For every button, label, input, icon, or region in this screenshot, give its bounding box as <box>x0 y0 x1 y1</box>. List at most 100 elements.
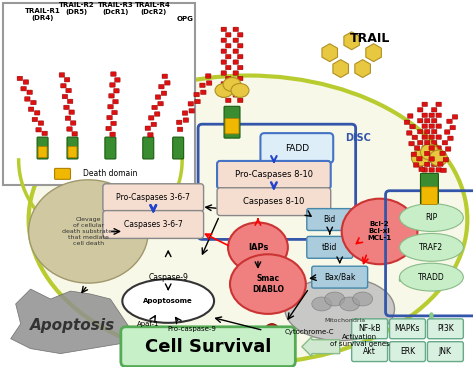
FancyBboxPatch shape <box>431 108 437 112</box>
Polygon shape <box>400 267 455 291</box>
FancyBboxPatch shape <box>424 130 430 134</box>
Text: Bax/Bak: Bax/Bak <box>324 273 356 281</box>
FancyBboxPatch shape <box>445 130 450 134</box>
Ellipse shape <box>231 83 249 97</box>
Ellipse shape <box>230 254 306 314</box>
FancyBboxPatch shape <box>66 88 72 93</box>
FancyBboxPatch shape <box>225 119 239 134</box>
FancyBboxPatch shape <box>226 76 231 81</box>
FancyBboxPatch shape <box>422 168 428 172</box>
FancyBboxPatch shape <box>447 136 453 141</box>
FancyBboxPatch shape <box>68 146 77 157</box>
FancyBboxPatch shape <box>27 90 32 95</box>
FancyBboxPatch shape <box>307 236 353 258</box>
Text: IAPs: IAPs <box>248 243 268 252</box>
FancyBboxPatch shape <box>182 111 188 115</box>
FancyBboxPatch shape <box>226 98 231 103</box>
Ellipse shape <box>223 77 241 91</box>
Text: DISC: DISC <box>345 133 371 143</box>
FancyBboxPatch shape <box>112 110 117 115</box>
Text: Caspase-9: Caspase-9 <box>148 273 188 281</box>
FancyBboxPatch shape <box>352 319 388 339</box>
FancyBboxPatch shape <box>67 137 78 159</box>
Text: tBid: tBid <box>322 243 337 252</box>
FancyBboxPatch shape <box>221 82 227 86</box>
FancyBboxPatch shape <box>237 65 243 70</box>
Ellipse shape <box>215 83 233 97</box>
FancyBboxPatch shape <box>431 151 437 156</box>
FancyBboxPatch shape <box>431 140 437 145</box>
Ellipse shape <box>28 180 148 283</box>
FancyBboxPatch shape <box>152 105 157 110</box>
Ellipse shape <box>342 199 418 264</box>
Ellipse shape <box>340 297 360 311</box>
FancyBboxPatch shape <box>260 133 333 163</box>
Text: MAPKs: MAPKs <box>395 324 420 333</box>
Text: NF-kB: NF-kB <box>358 324 381 333</box>
FancyArrow shape <box>302 337 340 357</box>
Text: TRAIL-R4
(DcR2): TRAIL-R4 (DcR2) <box>135 3 171 15</box>
FancyBboxPatch shape <box>404 120 410 124</box>
FancyBboxPatch shape <box>442 141 447 145</box>
FancyBboxPatch shape <box>428 319 463 339</box>
FancyBboxPatch shape <box>418 130 423 134</box>
Polygon shape <box>333 59 348 77</box>
Ellipse shape <box>228 222 288 272</box>
FancyBboxPatch shape <box>418 140 423 145</box>
Text: TRAIL-R3
(DcR1): TRAIL-R3 (DcR1) <box>98 3 133 15</box>
FancyBboxPatch shape <box>429 113 434 117</box>
FancyBboxPatch shape <box>452 115 458 119</box>
Text: TRAIL: TRAIL <box>349 32 390 45</box>
FancyBboxPatch shape <box>105 137 116 159</box>
FancyBboxPatch shape <box>28 107 34 112</box>
Ellipse shape <box>400 204 463 232</box>
FancyBboxPatch shape <box>312 266 368 288</box>
FancyBboxPatch shape <box>42 131 47 135</box>
Text: TRAF2: TRAF2 <box>419 243 444 252</box>
FancyBboxPatch shape <box>428 342 463 361</box>
FancyBboxPatch shape <box>413 163 419 167</box>
FancyBboxPatch shape <box>424 140 430 145</box>
FancyBboxPatch shape <box>155 95 161 99</box>
Ellipse shape <box>285 277 394 341</box>
Text: Apaf-1: Apaf-1 <box>137 321 160 327</box>
FancyBboxPatch shape <box>237 98 243 103</box>
FancyBboxPatch shape <box>226 33 231 37</box>
FancyBboxPatch shape <box>69 110 74 115</box>
FancyBboxPatch shape <box>72 132 77 136</box>
FancyBboxPatch shape <box>158 101 164 106</box>
FancyBboxPatch shape <box>436 102 441 106</box>
FancyBboxPatch shape <box>233 27 238 32</box>
Text: Apoptosome: Apoptosome <box>143 298 193 304</box>
FancyBboxPatch shape <box>38 121 44 125</box>
FancyBboxPatch shape <box>143 137 154 159</box>
FancyBboxPatch shape <box>443 157 448 162</box>
FancyBboxPatch shape <box>431 162 437 167</box>
FancyBboxPatch shape <box>173 137 183 159</box>
FancyBboxPatch shape <box>226 65 231 70</box>
FancyBboxPatch shape <box>221 27 227 32</box>
Ellipse shape <box>28 76 467 364</box>
FancyBboxPatch shape <box>176 120 182 124</box>
FancyBboxPatch shape <box>221 71 227 75</box>
FancyBboxPatch shape <box>233 71 238 75</box>
FancyBboxPatch shape <box>25 97 30 101</box>
FancyBboxPatch shape <box>195 99 200 104</box>
FancyBboxPatch shape <box>221 38 227 43</box>
FancyBboxPatch shape <box>108 105 113 109</box>
FancyBboxPatch shape <box>436 124 441 128</box>
FancyBboxPatch shape <box>237 44 243 48</box>
FancyBboxPatch shape <box>450 126 456 130</box>
Text: Pro-Caspases 8-10: Pro-Caspases 8-10 <box>235 170 313 179</box>
FancyBboxPatch shape <box>64 77 70 82</box>
Text: TRAIL-R1
(DR4): TRAIL-R1 (DR4) <box>25 8 61 21</box>
Text: Apoptosis: Apoptosis <box>30 318 115 333</box>
FancyBboxPatch shape <box>71 121 76 125</box>
FancyBboxPatch shape <box>424 162 430 167</box>
FancyBboxPatch shape <box>408 114 413 118</box>
Ellipse shape <box>325 292 345 306</box>
FancyBboxPatch shape <box>221 49 227 54</box>
FancyBboxPatch shape <box>217 161 331 189</box>
FancyBboxPatch shape <box>447 119 452 124</box>
Text: JNK: JNK <box>439 347 452 356</box>
